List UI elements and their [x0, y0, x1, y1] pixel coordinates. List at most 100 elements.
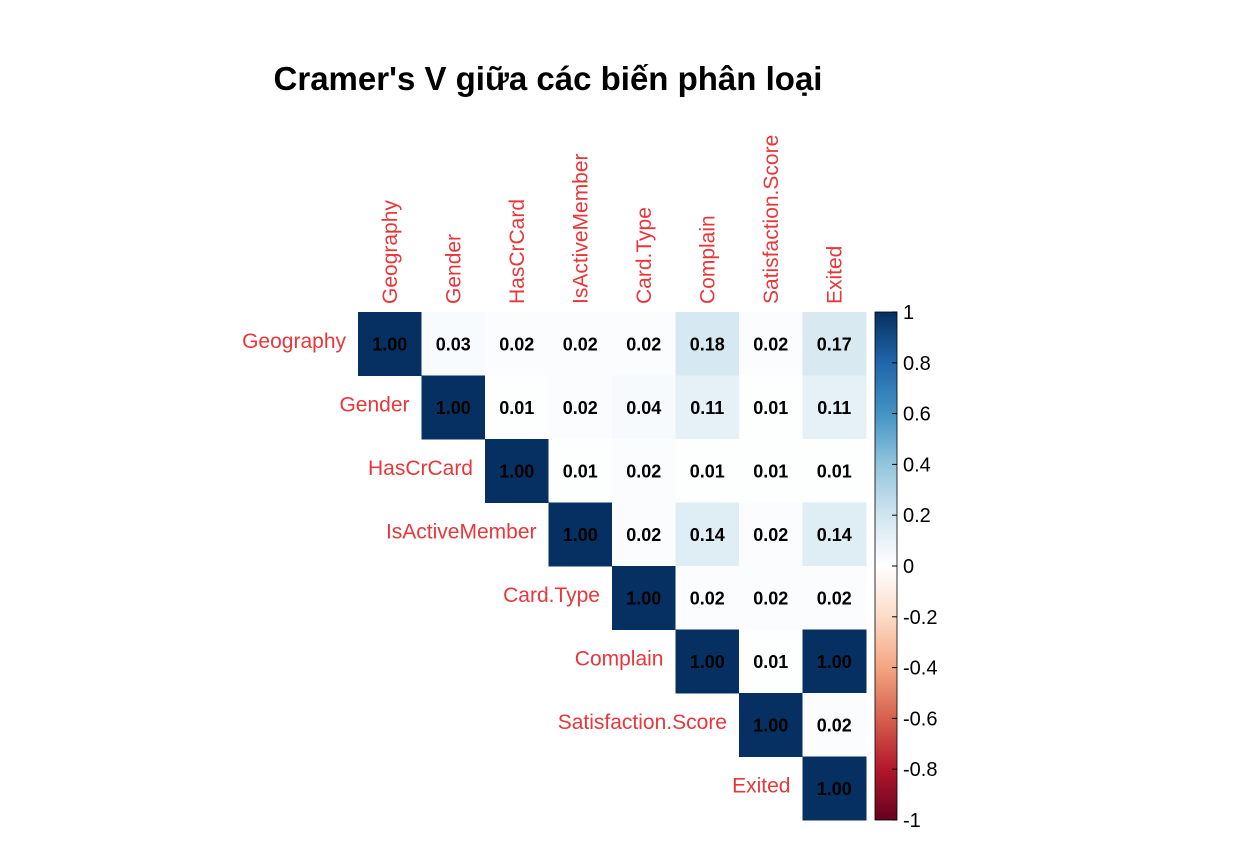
- cell-value-label: 0.11: [690, 398, 724, 418]
- heatmap-cell: [548, 502, 613, 567]
- colorbar-tick-label: -1: [903, 810, 921, 832]
- heatmap-cell: [675, 502, 740, 567]
- colorbar-tick-label: -0.8: [903, 759, 937, 781]
- cell-value-label: 0.02: [563, 398, 598, 418]
- heatmap-cell: [612, 375, 676, 440]
- heatmap-cell: [612, 502, 676, 567]
- heatmap-cell: [675, 312, 740, 376]
- heatmap-cell: [802, 312, 867, 376]
- heatmap-cell: [802, 693, 867, 757]
- colorbar-tick-label: 0.6: [903, 404, 931, 426]
- cell-value-label: 0.02: [626, 334, 661, 354]
- row-label: Gender: [339, 393, 409, 416]
- heatmap-cell: [675, 439, 740, 503]
- cell-value-label: 0.17: [817, 334, 852, 354]
- cell-value-label: 0.01: [753, 461, 788, 481]
- cell-value-label: 0.04: [626, 398, 661, 418]
- cell-value-label: 1.00: [436, 398, 471, 418]
- column-labels: Geography Gender HasCrCard IsActiveMember Ca…: [379, 135, 847, 304]
- cell-value-label: 0.03: [436, 334, 471, 354]
- heatmap-cell: [612, 312, 676, 376]
- colorbar-tick-label: 0.4: [903, 454, 931, 476]
- heatmap-cell: [739, 629, 803, 694]
- cell-value-label: 0.01: [690, 461, 725, 481]
- cell-value-label: 0.02: [817, 588, 852, 608]
- heatmap-cell: [675, 629, 740, 694]
- cell-value-label: 1.00: [563, 525, 598, 545]
- cell-value-label: 0.02: [753, 525, 788, 545]
- cell-value-label: 1.00: [817, 779, 852, 799]
- heatmap-cell: [739, 693, 803, 757]
- colorbar-tick-label: -0.2: [903, 607, 937, 629]
- heatmap-cell: [739, 312, 803, 376]
- cell-value-label: 0.02: [753, 334, 788, 354]
- heatmap-cell: [612, 439, 676, 503]
- colorbar-tick-label: 0.8: [903, 353, 931, 375]
- cell-value-label: 0.14: [690, 525, 725, 545]
- heatmap-cell: [802, 629, 867, 694]
- heatmap-cell: [421, 375, 486, 440]
- heatmap-cell: [612, 566, 676, 630]
- row-label: Exited: [732, 774, 790, 797]
- heatmap-cell: [802, 566, 867, 630]
- heatmap-cell: [802, 439, 867, 503]
- heatmap-cell: [485, 439, 549, 503]
- column-label: IsActiveMember: [569, 153, 592, 304]
- heatmap-cell: [739, 566, 803, 630]
- heatmap-cell: [485, 375, 549, 440]
- column-label: Satisfaction.Score: [760, 135, 783, 304]
- row-label: Satisfaction.Score: [558, 711, 727, 734]
- cell-value-label: 1.00: [753, 715, 788, 735]
- cell-value-label: 1.00: [499, 461, 534, 481]
- heatmap-cells: [358, 312, 867, 821]
- heatmap-cell: [548, 312, 613, 376]
- cell-value-label: 0.02: [817, 715, 852, 735]
- row-label: Complain: [575, 647, 664, 670]
- heatmap-cell: [421, 312, 486, 376]
- cell-value-label: 0.18: [690, 334, 725, 354]
- heatmap-cell: [739, 439, 803, 503]
- row-labels: Geography Gender HasCrCard IsActiveMember Ca…: [242, 330, 790, 798]
- column-label: Exited: [823, 246, 846, 304]
- cell-value-label: 0.02: [753, 588, 788, 608]
- colorbar-tick-label: 0: [903, 556, 914, 578]
- heatmap-cell: [358, 312, 422, 376]
- cell-value-label: 0.14: [817, 525, 852, 545]
- cell-values: 1.00 0.03 0.02 0.02 0.02 0.18 0.02 0.17 1.00 0.01…: [372, 334, 852, 799]
- cell-value-label: 1.00: [690, 652, 725, 672]
- column-label: Complain: [696, 215, 719, 304]
- cell-value-label: 0.01: [753, 398, 788, 418]
- colorbar-tick-label: 1: [903, 302, 914, 324]
- cell-value-label: 0.01: [563, 461, 598, 481]
- chart-title: Cramer's V giữa các biến phân loại: [274, 60, 823, 97]
- cell-value-label: 0.01: [753, 652, 788, 672]
- cell-value-label: 1.00: [372, 334, 407, 354]
- cell-value-label: 0.02: [499, 334, 534, 354]
- heatmap-cell: [548, 439, 613, 503]
- cell-value-label: 0.02: [563, 334, 598, 354]
- cell-value-label: 0.01: [817, 461, 852, 481]
- cell-value-label: 1.00: [817, 652, 852, 672]
- heatmap-cell: [739, 502, 803, 567]
- colorbar: 1 0.8 0.6 0.4 0.2 0 -0.2 -0.4 -0.6 -0.8 -1: [874, 302, 937, 832]
- heatmap-cell: [675, 375, 740, 440]
- heatmap-cell: [739, 375, 803, 440]
- cell-value-label: 0.11: [817, 398, 851, 418]
- heatmap-cell: [802, 502, 867, 567]
- column-label: Geography: [379, 200, 402, 304]
- cell-value-label: 0.02: [626, 461, 661, 481]
- column-label: Gender: [442, 234, 465, 304]
- colorbar-tick-label: -0.6: [903, 708, 937, 730]
- heatmap-cell: [675, 566, 740, 630]
- heatmap-cell: [802, 375, 867, 440]
- heatmap-cell: [485, 312, 549, 376]
- cell-value-label: 1.00: [626, 588, 661, 608]
- heatmap-cell: [548, 375, 613, 440]
- colorbar-tick-label: 0.2: [903, 505, 931, 527]
- row-label: Geography: [242, 330, 346, 353]
- cell-value-label: 0.02: [690, 588, 725, 608]
- row-label: Card.Type: [503, 584, 600, 607]
- row-label: IsActiveMember: [386, 520, 537, 543]
- column-label: Card.Type: [633, 207, 656, 304]
